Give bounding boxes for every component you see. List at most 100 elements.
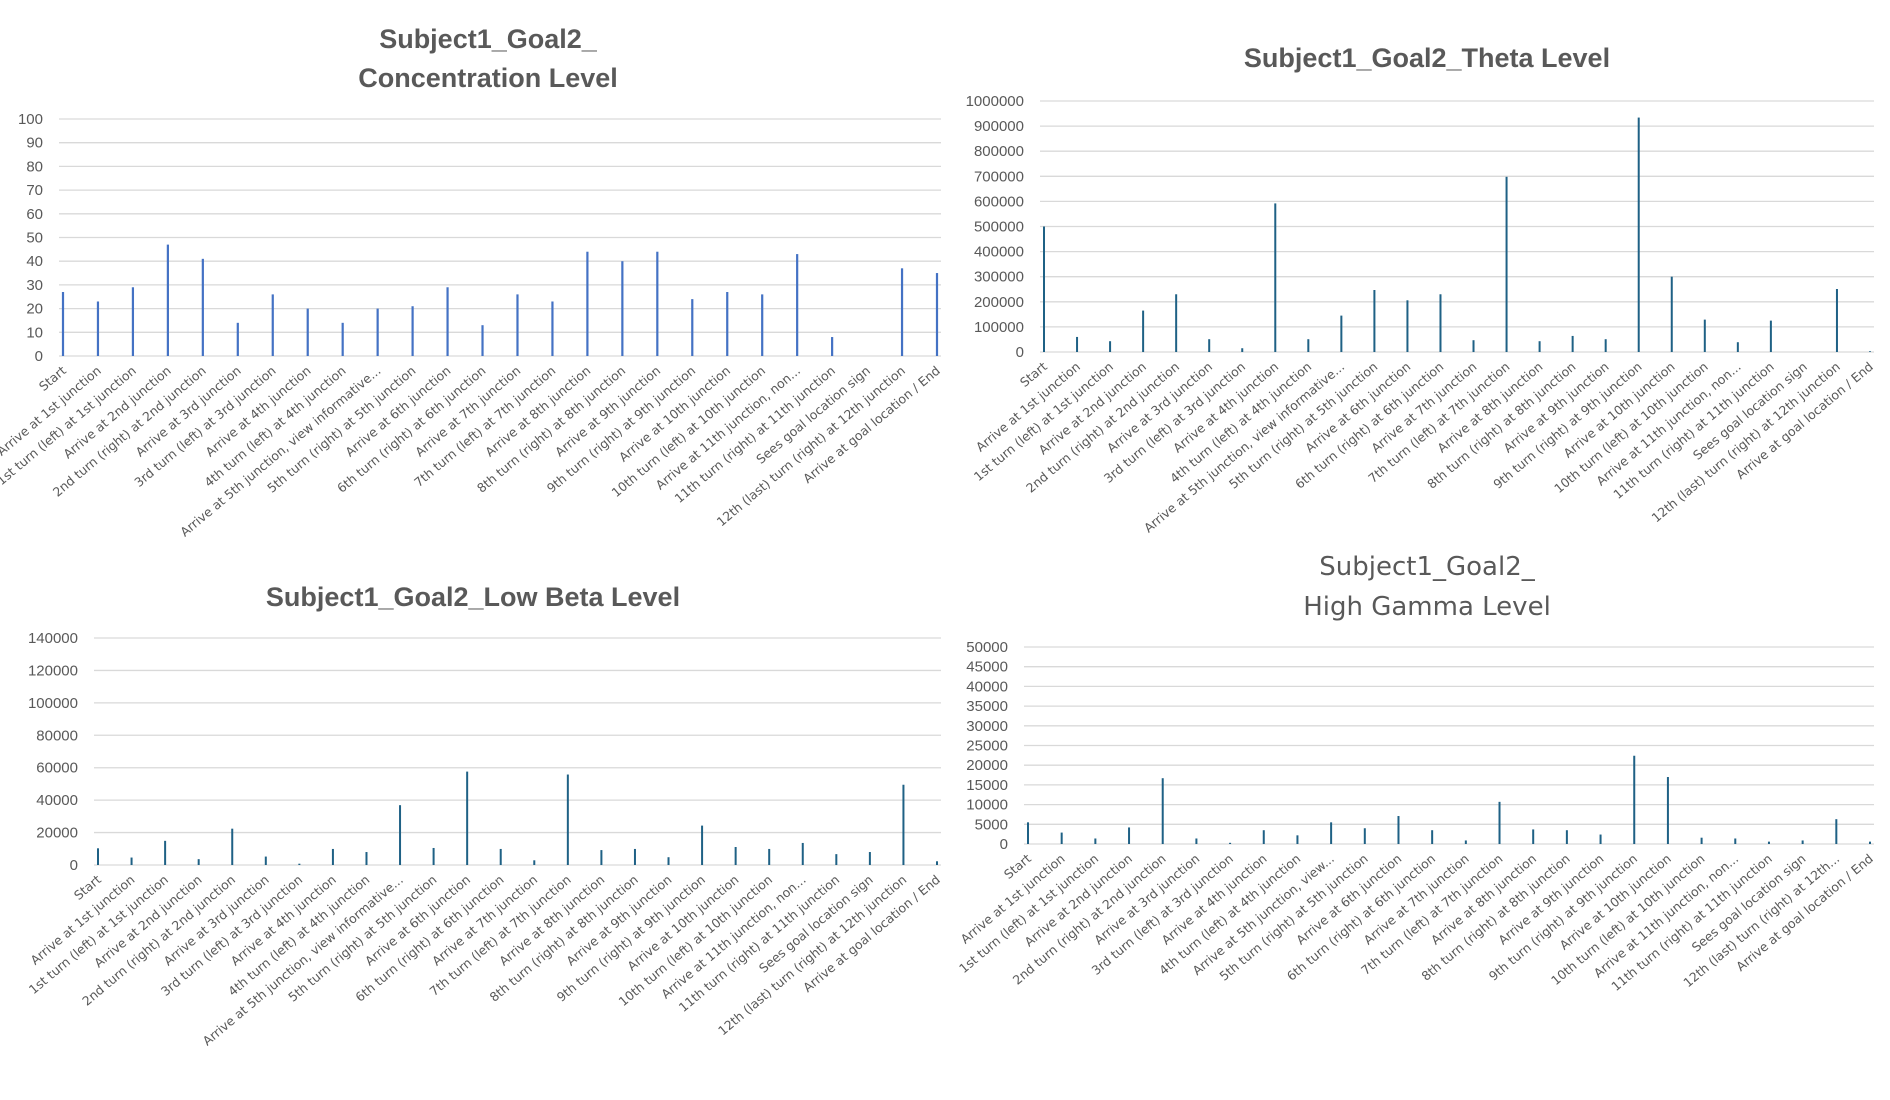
bar: [621, 261, 624, 356]
bar: [365, 852, 368, 865]
bar: [1670, 276, 1673, 352]
bar: [533, 860, 536, 865]
bar: [902, 784, 905, 865]
y-tick-label: 100000: [28, 695, 78, 712]
x-tick-label: 1st turn (left) at 1st junction: [26, 872, 171, 997]
x-tick-label: 1st turn (left) at 1st junction: [971, 359, 1116, 484]
bar: [1195, 838, 1198, 844]
bar: [1076, 336, 1079, 352]
bar: [936, 861, 938, 865]
bar: [734, 847, 737, 865]
y-tick-label: 400000: [974, 244, 1024, 261]
y-tick-label: 40000: [966, 678, 1008, 695]
bar: [726, 292, 729, 356]
y-tick-label: 40000: [36, 792, 78, 809]
y-tick-label: 800000: [974, 143, 1024, 160]
bar: [1703, 319, 1706, 352]
y-tick-label: 30: [26, 277, 43, 294]
y-tick-label: 90: [26, 135, 43, 152]
y-tick-label: 20000: [966, 757, 1008, 774]
y-tick-label: 60: [26, 206, 43, 223]
bar: [1241, 348, 1244, 352]
bar: [831, 337, 834, 356]
bar: [231, 828, 234, 865]
bar: [1439, 294, 1442, 352]
bar: [1060, 832, 1063, 844]
bar: [376, 308, 379, 356]
y-tick-label: 10000: [966, 797, 1008, 814]
y-tick-label: 300000: [974, 269, 1024, 286]
bar: [264, 856, 267, 865]
bar: [667, 857, 670, 865]
bar: [1565, 830, 1568, 844]
y-tick-label: 500000: [974, 219, 1024, 236]
y-tick-label: 140000: [28, 630, 78, 647]
bar: [1307, 339, 1310, 352]
bar: [1109, 341, 1112, 352]
chart-2: Subject1_Goal2_Theta Level 0 100000 200000 3…: [966, 43, 1876, 535]
bar: [1274, 203, 1277, 352]
bar: [1043, 226, 1045, 352]
y-tick-label: 35000: [966, 698, 1008, 715]
y-tick-label: 100: [18, 111, 43, 128]
bar: [1397, 816, 1400, 844]
y-tick-label: 20: [26, 301, 43, 318]
bar: [1604, 339, 1607, 352]
chart-title: Subject1_Goal2_Low Beta Level: [266, 582, 680, 612]
bar: [1472, 340, 1475, 352]
bar: [1094, 838, 1097, 844]
bar: [835, 854, 838, 865]
bar: [411, 306, 414, 356]
bar: [1700, 837, 1703, 844]
bar: [1505, 176, 1508, 352]
bar: [935, 273, 939, 356]
bar: [271, 294, 274, 356]
bar: [868, 852, 871, 865]
bar: [1330, 822, 1333, 844]
y-tick-label: 1000000: [966, 93, 1024, 110]
bar: [481, 325, 484, 356]
y-tick-label: 100000: [974, 319, 1024, 336]
bar: [1532, 829, 1535, 844]
bar: [130, 857, 133, 865]
bar: [1869, 351, 1871, 352]
bar: [801, 842, 804, 865]
y-tick-label: 50: [26, 230, 43, 247]
bar: [1599, 834, 1602, 844]
bar: [1869, 841, 1871, 844]
bar: [164, 840, 167, 865]
chart-3: Subject1_Goal2_Low Beta Level 0 20000 40000…: [26, 582, 943, 1048]
bar: [1767, 841, 1770, 844]
bar: [298, 863, 301, 865]
bar: [516, 294, 519, 356]
bar: [691, 299, 694, 356]
bar: [499, 848, 502, 865]
y-tick-label: 20000: [36, 825, 78, 842]
y-tick-label: 50000: [966, 639, 1008, 656]
bar: [1571, 335, 1574, 352]
bar: [1736, 342, 1739, 352]
bar: [1262, 830, 1265, 844]
chart-title: Subject1_Goal2_Theta Level: [1244, 43, 1610, 73]
bar: [446, 287, 449, 356]
y-tick-label: 120000: [28, 662, 78, 679]
bar: [306, 308, 309, 356]
y-tick-label: 200000: [974, 294, 1024, 311]
y-tick-label: 0: [1000, 836, 1008, 853]
y-tick-label: 45000: [966, 659, 1008, 676]
bar: [341, 322, 344, 356]
bar: [1633, 755, 1636, 844]
bar: [566, 774, 569, 865]
bar: [1142, 310, 1145, 352]
chart-4: Subject1_Goal2_ High Gamma Level 0 5000 1000…: [956, 552, 1876, 994]
bar: [796, 254, 799, 356]
bar: [1431, 830, 1434, 844]
bar: [1296, 835, 1299, 844]
bar: [1373, 290, 1376, 352]
y-tick-label: 30000: [966, 718, 1008, 735]
bar: [1027, 822, 1029, 844]
bar: [900, 268, 904, 356]
bar: [1128, 827, 1131, 844]
chart-1: Subject1_Goal2_ Concentration Level 0 10 20 3…: [0, 24, 943, 539]
bar: [586, 251, 589, 356]
